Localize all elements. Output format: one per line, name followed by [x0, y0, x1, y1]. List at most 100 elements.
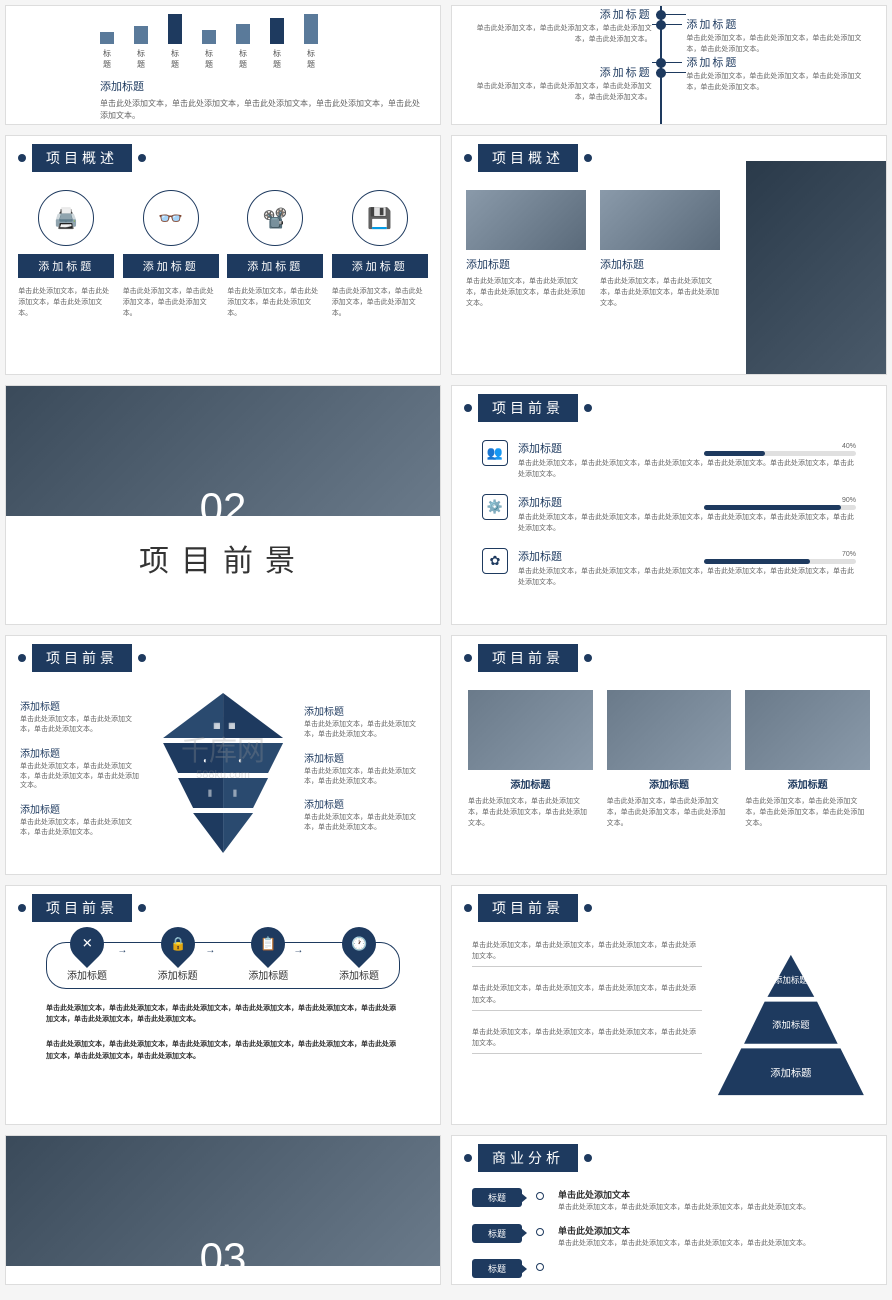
- section-title: 项目前景: [6, 536, 440, 580]
- bar-chart: [20, 14, 426, 44]
- bar-label: 标题: [236, 48, 250, 70]
- row-body: 单击此处添加文本，单击此处添加文本，单击此处添加文本，单击此处添加文本。单击此处…: [518, 459, 856, 480]
- body-text-1: 单击此处添加文本，单击此处添加文本，单击此处添加文本，单击此处添加文本，单击此处…: [46, 1005, 396, 1023]
- photo-item: 添加标题单击此处添加文本，单击此处添加文本，单击此处添加文本，单击此处添加文本。: [466, 190, 586, 310]
- bar-label: 标题: [100, 48, 114, 70]
- city-photo: 03: [6, 1136, 440, 1266]
- icon-column: 📽️添加标题单击此处添加文本，单击此处添加文本，单击此处添加文本。: [227, 190, 323, 320]
- item-title: 添加标题: [600, 256, 720, 272]
- svg-text:添加标题: 添加标题: [771, 1066, 812, 1079]
- slide-title: 项目概述: [32, 144, 132, 172]
- dot-icon: [536, 1192, 544, 1200]
- item-title: 添加标题: [304, 750, 426, 765]
- slide-title: 项目概述: [478, 144, 578, 172]
- progress-row: ⚙️添加标题90%单击此处添加文本，单击此处添加文本，单击此处添加文本，单击此处…: [482, 494, 856, 534]
- timeline-item: 添加标题单击此处添加文本，单击此处添加文本，单击此处添加文本，单击此处添加文本。: [469, 6, 651, 45]
- row-title: 单击此处添加文本: [558, 1224, 866, 1237]
- bar: [100, 32, 114, 44]
- section-number: 03: [200, 1234, 247, 1282]
- col-body: 单击此处添加文本，单击此处添加文本，单击此处添加文本。: [332, 286, 428, 320]
- row-icon: ✿: [482, 548, 508, 574]
- body-text-2: 单击此处添加文本，单击此处添加文本，单击此处添加文本，单击此处添加文本，单击此处…: [46, 1041, 396, 1059]
- timeline-item: 添加标题单击此处添加文本，单击此处添加文本，单击此处添加文本，单击此处添加文本。: [686, 54, 868, 93]
- bar: [168, 14, 182, 44]
- svg-text:添加标题: 添加标题: [772, 1019, 809, 1030]
- item-title: 添加标题: [466, 256, 586, 272]
- progress-row: ✿添加标题70%单击此处添加文本，单击此处添加文本，单击此处添加文本，单击此处添…: [482, 548, 856, 588]
- item-title: 添加标题: [304, 703, 426, 718]
- marker: 📋添加标题: [248, 955, 288, 982]
- photo: [468, 690, 593, 770]
- text-item: 单击此处添加文本，单击此处添加文本，单击此处添加文本，单击此处添加文本。: [472, 983, 702, 1010]
- photo-laptop: [746, 161, 886, 374]
- col-title: 添加标题: [332, 254, 428, 278]
- timeline-dot: [656, 10, 666, 20]
- marker: 🕐添加标题: [339, 955, 379, 982]
- col-body: 单击此处添加文本，单击此处添加文本，单击此处添加文本。: [123, 286, 219, 320]
- progress-fill: [704, 559, 810, 564]
- photo-item: 添加标题单击此处添加文本，单击此处添加文本，单击此处添加文本，单击此处添加文本。: [745, 690, 870, 830]
- row-body: 单击此处添加文本，单击此处添加文本，单击此处添加文本，单击此处添加文本。: [558, 1239, 866, 1250]
- marker-title: 添加标题: [158, 967, 198, 982]
- chart-title: 添加标题: [20, 78, 426, 94]
- svg-text:▦: ▦: [228, 721, 236, 730]
- bar-label: 标题: [304, 48, 318, 70]
- bar-labels: 标题标题标题标题标题标题标题: [20, 48, 426, 70]
- badge: 标题: [472, 1259, 522, 1278]
- section-number: 02: [200, 484, 247, 532]
- dot-icon: [536, 1228, 544, 1236]
- arrow-icon: →: [117, 945, 127, 956]
- circle-icon: 🖨️: [38, 190, 94, 246]
- item-title: 添加标题: [20, 745, 142, 760]
- row-icon: ⚙️: [482, 494, 508, 520]
- bar: [236, 24, 250, 44]
- photo: [466, 190, 586, 250]
- text-item: 添加标题单击此处添加文本，单击此处添加文本，单击此处添加文本。: [20, 801, 142, 838]
- bar-label: 标题: [168, 48, 182, 70]
- timeline-dot: [656, 58, 666, 68]
- circle-icon: 👓: [143, 190, 199, 246]
- marker-row: ✕添加标题→🔒添加标题→📋添加标题→🕐添加标题: [46, 942, 400, 989]
- row-body: 单击此处添加文本，单击此处添加文本，单击此处添加文本，单击此处添加文本。: [558, 1203, 866, 1214]
- text-item: 添加标题单击此处添加文本，单击此处添加文本，单击此处添加文本，单击此处添加文本。: [20, 745, 142, 791]
- slide-title: 项目前景: [32, 894, 132, 922]
- item-body: 单击此处添加文本，单击此处添加文本，单击此处添加文本，单击此处添加文本。: [472, 1027, 702, 1049]
- pyramid-diagram: 添加标题 添加标题 添加标题: [716, 940, 866, 1115]
- row-icon: 👥: [482, 440, 508, 466]
- progress-track: [704, 451, 856, 456]
- photo-item: 添加标题单击此处添加文本，单击此处添加文本，单击此处添加文本，单击此处添加文本。: [468, 690, 593, 830]
- analysis-row: 标题: [472, 1259, 866, 1278]
- item-title: 添加标题: [468, 776, 593, 791]
- progress-label: 40%: [704, 443, 856, 450]
- icon-column: 👓添加标题单击此处添加文本，单击此处添加文本，单击此处添加文本。: [123, 190, 219, 320]
- arrow-icon: →: [205, 945, 215, 956]
- photo: [607, 690, 732, 770]
- item-body: 单击此处添加文本，单击此处添加文本，单击此处添加文本，单击此处添加文本。: [745, 796, 870, 830]
- marker-title: 添加标题: [67, 967, 107, 982]
- text-item: 单击此处添加文本，单击此处添加文本，单击此处添加文本，单击此处添加文本。: [472, 1027, 702, 1054]
- item-title: 添加标题: [20, 698, 142, 713]
- row-title: 添加标题: [518, 494, 562, 510]
- chart-body: 单击此处添加文本，单击此处添加文本，单击此处添加文本，单击此处添加文本，单击此处…: [20, 98, 426, 122]
- dot-icon: [536, 1263, 544, 1271]
- text-item: 添加标题单击此处添加文本，单击此处添加文本，单击此处添加文本。: [304, 796, 426, 833]
- svg-text:▦: ▦: [213, 721, 221, 730]
- timeline-dot: [656, 68, 666, 78]
- slide-9: 项目前景 ✕添加标题→🔒添加标题→📋添加标题→🕐添加标题 单击此处添加文本，单击…: [5, 885, 441, 1125]
- bar-label: 标题: [270, 48, 284, 70]
- item-body: 单击此处添加文本，单击此处添加文本，单击此处添加文本，单击此处添加文本。: [472, 940, 702, 962]
- row-title: 单击此处添加文本: [558, 1188, 866, 1201]
- timeline-dot: [656, 20, 666, 30]
- progress-label: 70%: [704, 551, 856, 558]
- timeline-item: 添加标题单击此处添加文本，单击此处添加文本，单击此处添加文本，单击此处添加文本。: [686, 16, 868, 55]
- slide-5-divider: 02 项目前景: [5, 385, 441, 625]
- col-title: 添加标题: [227, 254, 323, 278]
- marker-title: 添加标题: [248, 967, 288, 982]
- slide-7: 项目前景 添加标题单击此处添加文本，单击此处添加文本，单击此处添加文本。添加标题…: [5, 635, 441, 875]
- slide-8: 项目前景 添加标题单击此处添加文本，单击此处添加文本，单击此处添加文本，单击此处…: [451, 635, 887, 875]
- svg-text:◐: ◐: [238, 756, 243, 765]
- item-body: 单击此处添加文本，单击此处添加文本，单击此处添加文本，单击此处添加文本。: [472, 983, 702, 1005]
- item-title: 添加标题: [304, 796, 426, 811]
- progress-label: 90%: [704, 497, 856, 504]
- marker-title: 添加标题: [339, 967, 379, 982]
